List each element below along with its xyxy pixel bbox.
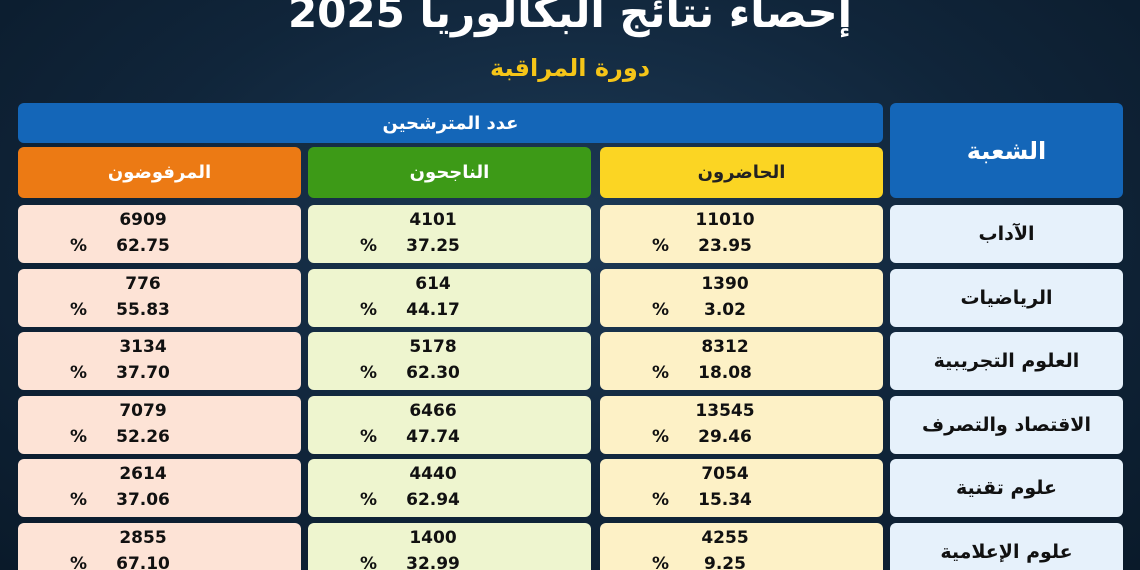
percent: 32.99 xyxy=(406,553,460,570)
percent: 47.74 xyxy=(406,426,460,447)
branch-cell: الرياضيات xyxy=(890,268,1123,327)
count: 7054 xyxy=(701,464,749,484)
percent: 67.10 xyxy=(116,553,170,570)
column-header: الناجحون xyxy=(308,147,591,198)
percent: 37.25 xyxy=(406,236,460,256)
percent: 62.30 xyxy=(406,363,460,383)
percent: 3.02 xyxy=(704,299,746,320)
percent-sign: % xyxy=(652,426,670,447)
count: 5178 xyxy=(409,337,457,357)
percent: 62.94 xyxy=(406,490,460,510)
subtitle: دورة المراقبة xyxy=(489,54,651,82)
percent: 52.26 xyxy=(116,426,170,447)
percent: 37.06 xyxy=(116,490,170,510)
data-cell: 13545 29.46% xyxy=(600,395,883,454)
data-cell: 5178 62.30% xyxy=(308,332,591,390)
data-cell: 8312 18.08% xyxy=(600,332,883,390)
data-cell: 1400 32.99% xyxy=(308,522,591,570)
percent: 23.95 xyxy=(698,236,752,256)
data-cell: 4255 9.25% xyxy=(600,522,883,570)
percent-sign: % xyxy=(652,490,670,510)
count: 4440 xyxy=(409,464,457,484)
percent: 44.17 xyxy=(406,299,460,320)
count: 4101 xyxy=(409,210,457,230)
data-cell: 4440 62.94% xyxy=(308,459,591,517)
percent-sign: % xyxy=(70,299,88,320)
count: 13545 xyxy=(695,400,755,421)
percent-sign: % xyxy=(652,236,670,256)
percent-sign: % xyxy=(360,299,378,320)
count: 776 xyxy=(125,273,161,294)
percent-sign: % xyxy=(70,363,88,383)
count: 6909 xyxy=(119,210,167,230)
title: إحصاء نتائج البكالوريا 2025 xyxy=(287,0,853,37)
branch-cell: العلوم التجريبية xyxy=(890,332,1123,390)
count: 1390 xyxy=(701,273,749,294)
count: 2614 xyxy=(119,464,167,484)
count: 1400 xyxy=(409,527,457,548)
data-cell: 7054 15.34% xyxy=(600,459,883,517)
percent: 37.70 xyxy=(116,363,170,383)
percent-sign: % xyxy=(70,490,88,510)
percent: 29.46 xyxy=(698,426,752,447)
data-cell: 3134 37.70% xyxy=(18,332,301,390)
column-header: المرفوضون xyxy=(18,147,301,198)
percent: 55.83 xyxy=(116,299,170,320)
percent-sign: % xyxy=(652,363,670,383)
percent-sign: % xyxy=(360,490,378,510)
data-cell: 11010 23.95% xyxy=(600,205,883,263)
data-cell: 2614 37.06% xyxy=(18,459,301,517)
data-cell: 1390 3.02% xyxy=(600,268,883,327)
percent-sign: % xyxy=(70,236,88,256)
branch-cell: علوم تقنية xyxy=(890,459,1123,517)
count: 6466 xyxy=(409,400,457,421)
count: 4255 xyxy=(701,527,749,548)
branch-cell: الآداب xyxy=(890,205,1123,263)
percent-sign: % xyxy=(70,553,88,570)
data-cell: 7079 52.26% xyxy=(18,395,301,454)
percent-sign: % xyxy=(360,426,378,447)
percent: 62.75 xyxy=(116,236,170,256)
percent: 9.25 xyxy=(704,553,746,570)
data-cell: 2855 67.10% xyxy=(18,522,301,570)
count: 8312 xyxy=(701,337,749,357)
percent-sign: % xyxy=(360,553,378,570)
count: 2855 xyxy=(119,527,167,548)
count: 614 xyxy=(415,273,451,294)
percent: 15.34 xyxy=(698,490,752,510)
count: 3134 xyxy=(119,337,167,357)
branch-cell: علوم الإعلامية xyxy=(890,522,1123,570)
candidates-header: عدد المترشحين xyxy=(18,103,883,143)
branch-header: الشعبة xyxy=(890,103,1123,198)
data-cell: 4101 37.25% xyxy=(308,205,591,263)
data-cell: 6466 47.74% xyxy=(308,395,591,454)
branch-cell: الاقتصاد والتصرف xyxy=(890,395,1123,454)
count: 11010 xyxy=(695,210,755,230)
percent-sign: % xyxy=(652,299,670,320)
percent-sign: % xyxy=(360,363,378,383)
data-cell: 776 55.83% xyxy=(18,268,301,327)
data-cell: 614 44.17% xyxy=(308,268,591,327)
percent-sign: % xyxy=(70,426,88,447)
column-header: الحاضرون xyxy=(600,147,883,198)
percent-sign: % xyxy=(360,236,378,256)
percent-sign: % xyxy=(652,553,670,570)
data-cell: 6909 62.75% xyxy=(18,205,301,263)
count: 7079 xyxy=(119,400,167,421)
percent: 18.08 xyxy=(698,363,752,383)
